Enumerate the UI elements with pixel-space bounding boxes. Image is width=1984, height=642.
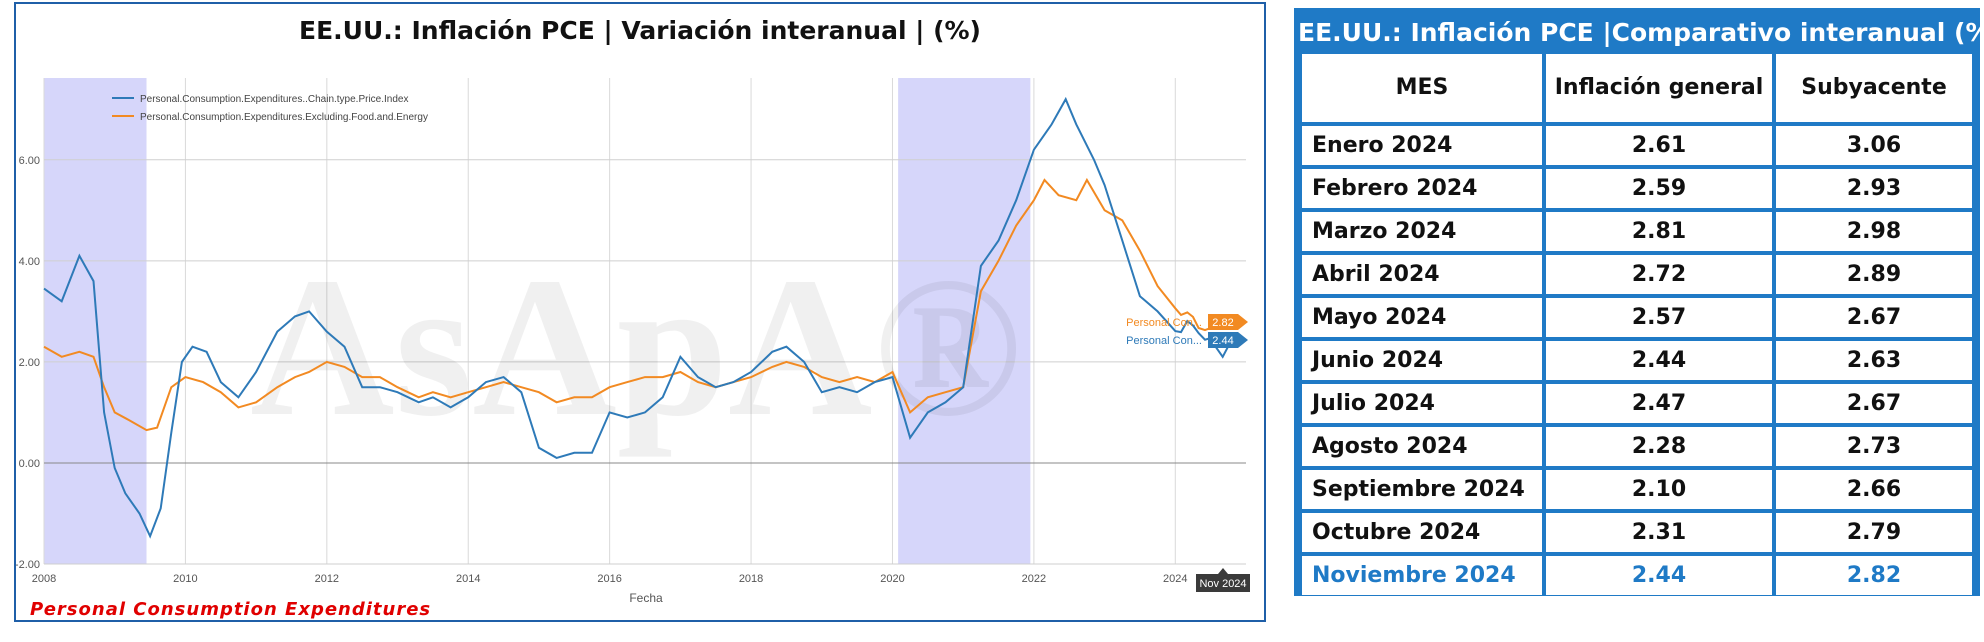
cell-mes: Abril 2024 [1302,255,1542,294]
end-date-badge-arrow [1218,568,1228,574]
x-tick-label-5: 2018 [739,573,763,585]
cell-mes: Febrero 2024 [1302,169,1542,208]
cell-mes: Marzo 2024 [1302,212,1542,251]
y-tick-label-3: 4.00 [19,256,40,268]
cell-general: 2.44 [1546,341,1772,380]
x-tick-label-7: 2022 [1022,573,1046,585]
table-title: EE.UU.: Inflación PCE |Comparativo inter… [1298,18,1984,47]
cell-subyacente: 2.93 [1776,169,1972,208]
recession-band-0 [44,78,147,564]
cell-subyacente: 2.67 [1776,298,1972,337]
table-row: Octubre 2024 2.31 2.79 [1302,513,1972,552]
cell-subyacente: 2.89 [1776,255,1972,294]
cell-subyacente: 2.73 [1776,427,1972,466]
end-series-label-0: Personal Con... [1126,335,1202,347]
cell-subyacente: 2.98 [1776,212,1972,251]
end-series-label-1: Personal Con... [1126,317,1202,329]
cell-mes: Agosto 2024 [1302,427,1542,466]
y-tick-label-0: -2.00 [16,559,40,571]
cell-general: 2.57 [1546,298,1772,337]
table-row: Julio 2024 2.47 2.67 [1302,384,1972,423]
table-row: Junio 2024 2.44 2.63 [1302,341,1972,380]
cell-general: 2.72 [1546,255,1772,294]
x-tick-label-6: 2020 [880,573,904,585]
x-axis-label: Fecha [629,591,663,605]
cell-mes: Septiembre 2024 [1302,470,1542,509]
chart-footer: Personal Consumption Expenditures [30,599,432,620]
cell-mes: Mayo 2024 [1302,298,1542,337]
watermark: AsApA® [250,237,1022,458]
table-row: Agosto 2024 2.28 2.73 [1302,427,1972,466]
cell-subyacente: 2.82 [1776,556,1972,595]
line-chart: AsApA® 2008 2010 2012 2014 2016 2018 2020 2022 2… [16,78,1250,605]
x-tick-label-4: 2016 [597,573,621,585]
series-line-1 [43,177,1235,432]
legend-label-1: Personal.Consumption.Expenditures.Exclud… [140,112,428,123]
cell-general: 2.28 [1546,427,1772,466]
end-value-0: 2.44 [1212,335,1233,347]
x-tick-label-8: 2024 [1163,573,1187,585]
chart-title: EE.UU.: Inflación PCE | Variación intera… [299,16,981,45]
y-tick-label-1: 0.00 [19,458,40,470]
header-subyacente: Subyacente [1776,54,1972,122]
recession-band-1 [898,78,1031,564]
cell-general: 2.10 [1546,470,1772,509]
cell-general: 2.81 [1546,212,1772,251]
cell-mes: Junio 2024 [1302,341,1542,380]
table-row: Marzo 2024 2.81 2.98 [1302,212,1972,251]
end-value-arrow-0 [1238,332,1248,348]
x-tick-label-2: 2012 [315,573,339,585]
end-value-box-0 [1208,332,1238,348]
table-row: Mayo 2024 2.57 2.67 [1302,298,1972,337]
inflation-table: MES Inflación general Subyacente Enero 2… [1298,50,1976,599]
table-row: Abril 2024 2.72 2.89 [1302,255,1972,294]
end-value-box-1 [1208,314,1238,330]
chart-panel: AsApA® 2008 2010 2012 2014 2016 2018 2020 2022 2… [14,2,1266,622]
x-tick-label-1: 2010 [173,573,197,585]
cell-general: 2.47 [1546,384,1772,423]
table-row: Enero 2024 2.61 3.06 [1302,126,1972,165]
table-row: Febrero 2024 2.59 2.93 [1302,169,1972,208]
cell-general: 2.61 [1546,126,1772,165]
end-date-badge-text: Nov 2024 [1199,578,1246,590]
x-tick-label-0: 2008 [32,573,56,585]
legend-label-0: Personal.Consumption.Expenditures..Chain… [140,94,408,105]
series-line-0 [43,96,1235,539]
cell-general: 2.44 [1546,556,1772,595]
x-tick-label-3: 2014 [456,573,480,585]
inflation-table-panel: EE.UU.: Inflación PCE |Comparativo inter… [1294,8,1984,599]
cell-subyacente: 2.66 [1776,470,1972,509]
y-tick-label-4: 6.00 [19,155,40,167]
cell-subyacente: 3.06 [1776,126,1972,165]
cell-subyacente: 2.67 [1776,384,1972,423]
y-tick-label-2: 2.00 [19,357,40,369]
cell-subyacente: 2.63 [1776,341,1972,380]
header-general: Inflación general [1546,54,1772,122]
table-header-row: MES Inflación general Subyacente [1302,54,1972,122]
end-value-arrow-1 [1238,314,1248,330]
cell-general: 2.59 [1546,169,1772,208]
cell-subyacente: 2.79 [1776,513,1972,552]
header-mes: MES [1302,54,1542,122]
cell-mes: Enero 2024 [1302,126,1542,165]
end-date-badge [1196,574,1250,592]
table-row: Noviembre 2024 2.44 2.82 [1302,556,1972,595]
cell-general: 2.31 [1546,513,1772,552]
end-value-1: 2.82 [1212,317,1233,329]
cell-mes: Noviembre 2024 [1302,556,1542,595]
table-row: Septiembre 2024 2.10 2.66 [1302,470,1972,509]
cell-mes: Julio 2024 [1302,384,1542,423]
cell-mes: Octubre 2024 [1302,513,1542,552]
